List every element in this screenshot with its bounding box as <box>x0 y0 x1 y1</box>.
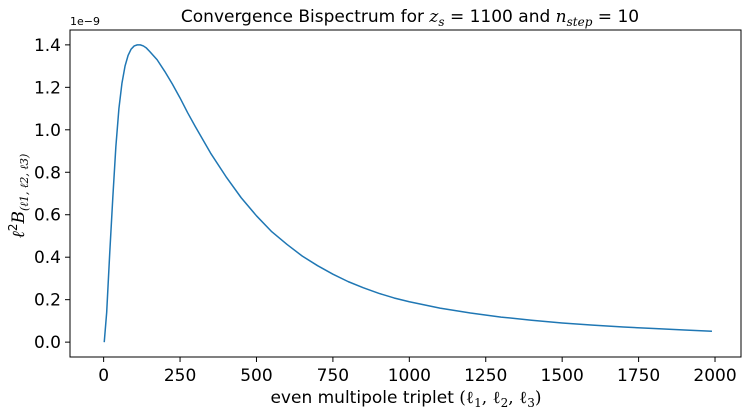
series-line <box>103 44 712 343</box>
y-tick-label: 0.4 <box>34 248 61 268</box>
title-var2-sub: step <box>567 15 593 29</box>
xlabel-math-open: (ℓ <box>459 388 474 408</box>
title-var2: n <box>556 7 567 27</box>
y-ticks: 0.0 0.2 0.4 0.6 0.8 1.0 1.2 1.4 <box>34 36 70 353</box>
xlabel-sub2: 2 <box>501 396 509 410</box>
y-tick-label: 1.4 <box>34 36 61 56</box>
xlabel-sub1: 1 <box>474 396 482 410</box>
xlabel-sub3: 3 <box>527 396 535 410</box>
xlabel-close: ) <box>535 388 542 408</box>
ylabel-sup: 2 <box>6 224 20 232</box>
xlabel-text: even multipole triplet <box>270 388 459 408</box>
x-axis-label: even multipole triplet (ℓ1, ℓ2, ℓ3) <box>270 388 541 410</box>
y-tick-label: 0.8 <box>34 163 61 183</box>
ylabel-sub: (ℓ1, ℓ2, ℓ3) <box>18 154 31 211</box>
y-tick-label: 0.0 <box>34 333 61 353</box>
x-tick-label: 1250 <box>464 366 507 386</box>
ylabel-ell: ℓ <box>9 231 29 238</box>
y-tick-label: 0.6 <box>34 206 61 226</box>
x-tick-label: 750 <box>317 366 349 386</box>
ylabel-B: B <box>9 211 29 225</box>
y-axis-label: ℓ2B(ℓ1, ℓ2, ℓ3) <box>6 154 31 239</box>
title-eq1: = 1100 and <box>445 7 556 27</box>
x-tick-label: 0 <box>98 366 109 386</box>
x-tick-label: 1750 <box>617 366 660 386</box>
title-eq2: = 10 <box>592 7 639 27</box>
title-prefix: Convergence Bispectrum for <box>181 7 430 27</box>
x-tick-label: 250 <box>164 366 196 386</box>
chart-title: Convergence Bispectrum for zs = 1100 and… <box>181 7 639 29</box>
title-var1-sub: s <box>438 15 444 29</box>
x-ticks: 0 250 500 750 1000 1250 1500 1750 2000 <box>98 357 737 386</box>
y-offset-label: 1e−9 <box>70 15 100 28</box>
y-tick-label: 0.2 <box>34 291 61 311</box>
xlabel-sep2: , ℓ <box>508 388 527 408</box>
y-tick-label: 1.2 <box>34 78 61 98</box>
y-tick-label: 1.0 <box>34 121 61 141</box>
x-tick-label: 1500 <box>541 366 584 386</box>
x-tick-label: 1000 <box>388 366 431 386</box>
plot-frame <box>69 29 742 358</box>
x-tick-label: 2000 <box>693 366 736 386</box>
title-var1: z <box>428 7 439 27</box>
x-tick-label: 500 <box>240 366 272 386</box>
xlabel-sep1: , ℓ <box>482 388 501 408</box>
series-lines <box>103 44 712 343</box>
